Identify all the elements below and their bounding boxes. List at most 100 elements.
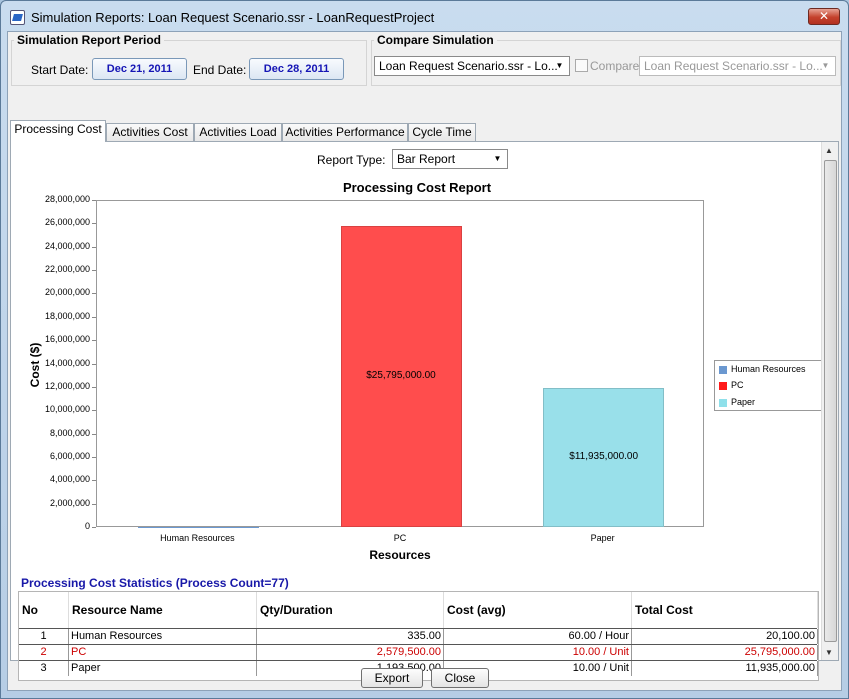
report-period-title: Simulation Report Period xyxy=(14,33,165,47)
end-date-label: End Date: xyxy=(193,63,247,77)
y-tick-mark xyxy=(92,293,96,295)
close-window-button[interactable]: ✕ xyxy=(808,8,840,25)
bar-data-label: $25,795,000.00 xyxy=(366,370,436,382)
tab-activities-load[interactable]: Activities Load xyxy=(194,123,282,142)
chart-legend: Human Resources PC Paper xyxy=(714,360,822,411)
y-tick-mark xyxy=(92,270,96,272)
scroll-up-icon[interactable]: ▲ xyxy=(825,146,833,155)
column-header-resource-name[interactable]: Resource Name xyxy=(69,592,257,628)
start-date-label: Start Date: xyxy=(31,63,89,77)
y-tick-label: 10,000,000 xyxy=(44,404,90,415)
y-tick-label: 4,000,000 xyxy=(49,474,90,485)
chevron-down-icon: ▼ xyxy=(493,154,502,163)
y-tick-mark xyxy=(92,246,96,248)
column-header-no[interactable]: No xyxy=(19,592,69,628)
stats-title: Processing Cost Statistics (Process Coun… xyxy=(21,576,289,590)
table-cell: 11,935,000.00 xyxy=(632,661,818,676)
y-tick-label: 8,000,000 xyxy=(49,427,90,438)
y-tick-label: 14,000,000 xyxy=(44,357,90,368)
report-type-value: Bar Report xyxy=(397,152,456,166)
x-axis-title: Resources xyxy=(369,548,431,562)
end-date-button[interactable]: Dec 28, 2011 xyxy=(249,58,344,80)
y-tick-mark xyxy=(92,480,96,482)
scenario-select[interactable]: Loan Request Scenario.ssr - Lo... ▼ xyxy=(374,56,570,76)
table-cell: 2 xyxy=(19,645,69,660)
column-header-total-cost[interactable]: Total Cost xyxy=(632,592,818,628)
report-tabs: Processing Cost Activities Cost Activiti… xyxy=(8,120,843,142)
tab-activities-performance[interactable]: Activities Performance xyxy=(282,123,408,142)
y-tick-label: 2,000,000 xyxy=(49,497,90,508)
legend-swatch xyxy=(719,365,727,374)
legend-swatch xyxy=(719,381,727,390)
table-cell: 60.00 / Hour xyxy=(444,629,632,644)
chart-title: Processing Cost Report xyxy=(342,180,492,195)
y-tick-label: 22,000,000 xyxy=(44,264,90,275)
title-bar[interactable]: Simulation Reports: Loan Request Scenari… xyxy=(1,1,848,31)
y-tick-mark xyxy=(92,386,96,388)
y-tick-label: 12,000,000 xyxy=(44,380,90,391)
legend-swatch xyxy=(719,398,727,407)
y-tick-mark xyxy=(92,527,96,528)
compare-checkbox-label: Compare xyxy=(590,59,640,73)
table-cell: Paper xyxy=(69,661,257,676)
report-type-select[interactable]: Bar Report ▼ xyxy=(392,149,508,169)
tab-cycle-time[interactable]: Cycle Time xyxy=(408,123,476,142)
start-date-button[interactable]: Dec 21, 2011 xyxy=(92,58,187,80)
chevron-down-icon: ▼ xyxy=(555,61,564,70)
stats-table: No Resource Name Qty/Duration Cost (avg)… xyxy=(18,591,819,681)
y-tick-label: 0 xyxy=(84,521,90,531)
y-tick-mark xyxy=(92,200,96,201)
y-tick-label: 16,000,000 xyxy=(44,334,90,345)
y-tick-mark xyxy=(92,363,96,365)
compare-scenario-select[interactable]: Loan Request Scenario.ssr - Lo... ▼ xyxy=(639,56,836,76)
x-tick-label: Paper xyxy=(590,533,615,543)
compare-simulation-group xyxy=(371,40,841,86)
export-button[interactable]: Export xyxy=(361,668,423,688)
table-row[interactable]: 1 Human Resources 335.00 60.00 / Hour 20,100… xyxy=(19,628,818,644)
report-period-group xyxy=(11,40,367,86)
table-cell: 10.00 / Unit xyxy=(444,645,632,660)
bar-pc[interactable] xyxy=(340,225,462,527)
table-cell: Human Resources xyxy=(69,629,257,644)
window-title: Simulation Reports: Loan Request Scenari… xyxy=(31,10,435,25)
table-cell: 1 xyxy=(19,629,69,644)
y-tick-mark xyxy=(92,340,96,342)
scrollbar-thumb[interactable] xyxy=(824,160,837,642)
compare-checkbox[interactable] xyxy=(575,59,588,72)
compare-scenario-select-value: Loan Request Scenario.ssr - Lo... xyxy=(644,59,823,73)
legend-label: Human Resources xyxy=(731,364,806,374)
legend-item-pc: PC xyxy=(719,380,744,390)
bar-paper[interactable] xyxy=(543,387,665,527)
close-button[interactable]: Close xyxy=(431,668,489,688)
y-tick-mark xyxy=(92,410,96,412)
vertical-scrollbar[interactable]: ▲ ▼ xyxy=(821,142,838,660)
table-cell: 20,100.00 xyxy=(632,629,818,644)
y-tick-mark xyxy=(92,456,96,458)
scroll-down-icon[interactable]: ▼ xyxy=(825,648,833,657)
plot-area: $25,795,000.00 $11,935,000.00 xyxy=(96,200,704,527)
report-type-label: Report Type: xyxy=(317,153,386,167)
column-header-qty-duration[interactable]: Qty/Duration xyxy=(257,592,444,628)
table-row[interactable]: 2 PC 2,579,500.00 10.00 / Unit 25,795,000.00 xyxy=(19,644,818,660)
table-cell: 3 xyxy=(19,661,69,676)
y-tick-label: 28,000,000 xyxy=(44,194,90,204)
x-tick-label: PC xyxy=(393,533,407,543)
column-header-cost-avg[interactable]: Cost (avg) xyxy=(444,592,632,628)
y-tick-label: 6,000,000 xyxy=(49,450,90,461)
table-cell: 2,579,500.00 xyxy=(257,645,444,660)
y-tick-mark xyxy=(92,223,96,225)
table-cell: 25,795,000.00 xyxy=(632,645,818,660)
legend-label: Paper xyxy=(731,397,756,407)
app-icon xyxy=(10,10,25,25)
legend-item-human-resources: Human Resources xyxy=(719,364,806,374)
table-cell: 10.00 / Unit xyxy=(444,661,632,676)
y-tick-label: 18,000,000 xyxy=(44,310,90,321)
tab-activities-cost[interactable]: Activities Cost xyxy=(106,123,194,142)
y-tick-label: 26,000,000 xyxy=(44,217,90,228)
y-tick-mark xyxy=(92,503,96,505)
tab-processing-cost[interactable]: Processing Cost xyxy=(10,120,106,142)
y-tick-mark xyxy=(92,316,96,318)
y-tick-label: 24,000,000 xyxy=(44,240,90,251)
